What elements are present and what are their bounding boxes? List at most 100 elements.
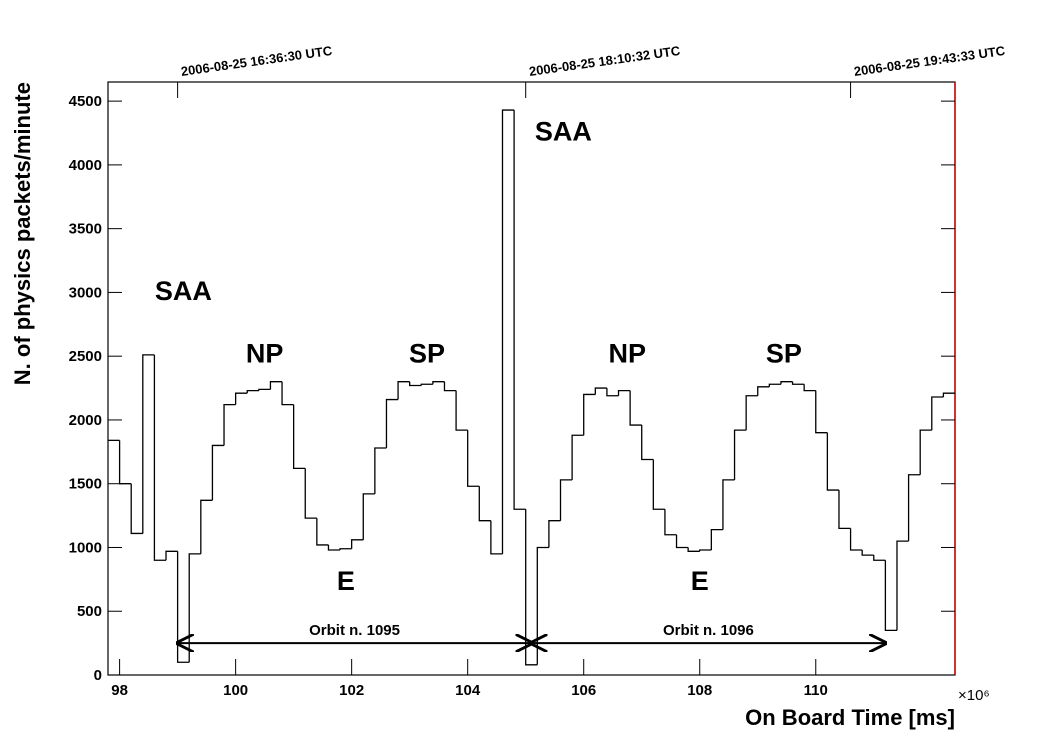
- histogram-bin: [641, 425, 654, 461]
- histogram-bin: [118, 440, 132, 485]
- histogram-bin: [768, 383, 781, 387]
- orbit-label: Orbit n. 1096: [663, 622, 754, 639]
- y-axis-title: N. of physics packets/minute: [10, 82, 35, 385]
- x-tick-label: 110: [804, 682, 828, 699]
- x-tick-label: 100: [223, 682, 248, 699]
- y-tick-label: 0: [94, 667, 102, 684]
- histogram-bin: [722, 479, 735, 530]
- annotation: SAA: [535, 116, 592, 146]
- histogram-bin: [165, 550, 178, 561]
- histogram-bin: [733, 429, 747, 480]
- orbit-label: Orbit n. 1095: [309, 622, 400, 639]
- y-tick-label: 4500: [69, 93, 102, 110]
- histogram-bin: [536, 546, 549, 665]
- histogram-bin: [339, 548, 352, 551]
- histogram-bin: [374, 447, 387, 494]
- histogram-bin: [896, 540, 909, 631]
- y-tick-label: 4000: [69, 157, 102, 174]
- histogram-bin: [780, 381, 793, 385]
- histogram-bin: [931, 396, 944, 431]
- histogram-bin: [385, 398, 399, 449]
- histogram-bin: [849, 528, 863, 551]
- histogram-bin: [501, 109, 515, 554]
- histogram-bin: [861, 550, 874, 556]
- top-tick-label: 2006-08-25 19:43:33 UTC: [853, 43, 1007, 79]
- top-tick-label: 2006-08-25 16:36:30 UTC: [180, 43, 334, 79]
- y-tick-label: 3000: [69, 284, 102, 301]
- histogram-bin: [234, 392, 248, 405]
- annotation: NP: [246, 338, 284, 368]
- y-tick-label: 1500: [69, 476, 102, 493]
- histogram-bin: [223, 403, 236, 446]
- histogram-bin: [942, 392, 955, 397]
- y-tick-label: 2500: [69, 348, 102, 365]
- histogram-bin: [699, 549, 712, 552]
- x-tick-label: 102: [339, 682, 364, 699]
- histogram-bin: [525, 509, 538, 666]
- x-tick-label: 98: [111, 682, 128, 699]
- annotation: SP: [766, 338, 802, 368]
- histogram-bin: [815, 390, 828, 434]
- y-tick-label: 3500: [69, 221, 102, 238]
- x-multiplier: ×10⁶: [958, 687, 990, 704]
- histogram-bin: [907, 474, 921, 542]
- histogram-bin: [281, 381, 294, 406]
- histogram-bin: [246, 389, 259, 394]
- histogram-bin: [153, 354, 167, 561]
- histogram-bin: [675, 534, 689, 549]
- plot-frame: [107, 81, 956, 676]
- histogram-bin: [292, 404, 306, 470]
- histogram-bin: [710, 528, 723, 551]
- histogram-bin: [884, 560, 897, 632]
- histogram-bin: [397, 381, 410, 400]
- top-tick-label: 2006-08-25 18:10:32 UTC: [528, 43, 682, 79]
- histogram-bin: [142, 354, 155, 534]
- histogram-bin: [130, 483, 143, 535]
- histogram-bin: [629, 390, 642, 426]
- annotation: NP: [608, 338, 646, 368]
- histogram-bin: [571, 434, 584, 480]
- histogram-bin: [559, 479, 573, 521]
- histogram-bin: [362, 493, 375, 540]
- histogram-bin: [745, 395, 758, 431]
- histogram-bin: [455, 390, 468, 431]
- y-tick-label: 1000: [69, 539, 102, 556]
- histogram-bin: [316, 518, 329, 546]
- histogram-bin: [791, 381, 805, 385]
- histogram-bin: [443, 381, 457, 392]
- annotation: SP: [409, 338, 445, 368]
- histogram-bin: [583, 393, 596, 436]
- histogram-bin: [513, 110, 526, 510]
- x-tick-label: 104: [455, 682, 481, 699]
- histogram-bin: [873, 555, 886, 561]
- annotation: E: [691, 566, 709, 596]
- histogram-bin: [200, 499, 213, 554]
- histogram-bin: [803, 384, 816, 392]
- histogram-bin: [478, 486, 491, 522]
- y-tick-label: 2000: [69, 412, 102, 429]
- histogram-bin: [176, 551, 190, 663]
- histogram-bin: [188, 553, 201, 663]
- histogram-bin: [304, 468, 317, 519]
- histogram-bin: [664, 509, 677, 536]
- y-tick-label: 500: [77, 603, 102, 620]
- histogram-bin: [757, 386, 770, 396]
- histogram-bin: [838, 490, 851, 529]
- annotation: E: [337, 566, 355, 596]
- histogram-bin: [258, 388, 271, 391]
- histogram-bin: [490, 520, 503, 555]
- histogram-bin: [351, 539, 364, 549]
- x-tick-label: 106: [571, 682, 596, 699]
- annotation: SAA: [155, 276, 212, 306]
- histogram-bin: [548, 520, 561, 548]
- histogram-bin: [606, 388, 619, 397]
- histogram-bin: [594, 387, 607, 395]
- histogram-bin: [617, 389, 631, 396]
- histogram-bin: [409, 381, 422, 387]
- histogram-bin: [652, 459, 665, 510]
- histogram-bin: [919, 429, 932, 475]
- histogram-bin: [687, 547, 700, 552]
- histogram-bin: [420, 383, 433, 386]
- histogram-bin: [327, 544, 341, 551]
